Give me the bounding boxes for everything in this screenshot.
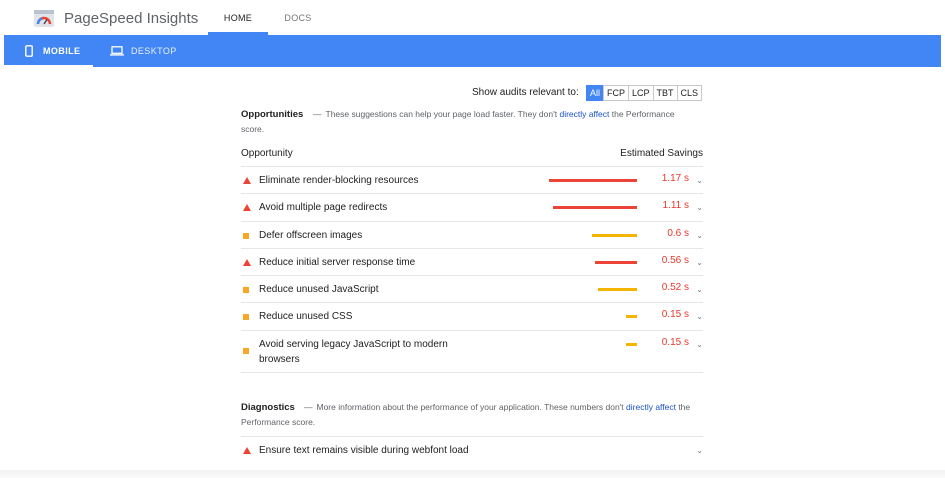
savings-value: 1.11 s (662, 200, 690, 211)
opportunities-end-divider (241, 372, 703, 373)
chevron-down-icon[interactable]: ⌄ (696, 258, 703, 267)
savings-bar (553, 206, 637, 209)
warning-triangle-icon (243, 259, 251, 266)
chevron-down-icon[interactable]: ⌄ (696, 203, 703, 212)
savings-bar (626, 343, 637, 346)
average-square-icon (243, 348, 249, 354)
phone-icon (25, 45, 33, 57)
diagnostic-row[interactable]: Ensure text remains visible during webfo… (241, 436, 703, 462)
filter-chip-lcp[interactable]: LCP (628, 85, 654, 101)
opportunity-row[interactable]: Reduce initial server response time 0.56 … (241, 248, 703, 275)
diagnostics-description: — More information about the performance … (241, 402, 691, 427)
opportunity-title: Reduce unused CSS (259, 311, 353, 322)
savings-bar (592, 234, 637, 237)
diagnostics-directly-affect-link[interactable]: directly affect (626, 402, 676, 412)
savings-value: 1.17 s (661, 173, 689, 184)
diagnostic-title: Ensure text remains visible during webfo… (259, 445, 469, 456)
filter-chip-fcp[interactable]: FCP (603, 85, 630, 101)
chevron-down-icon[interactable]: ⌄ (696, 231, 703, 240)
tab-mobile[interactable]: MOBILE (4, 35, 93, 67)
filter-chip-all[interactable]: All (586, 85, 605, 101)
opportunity-title: Reduce initial server response time (259, 257, 416, 268)
opportunities-description: — These suggestions can help your page lo… (241, 109, 675, 134)
device-tab-bar: MOBILE DESKTOP (4, 35, 941, 67)
chevron-down-icon[interactable]: ⌄ (696, 312, 703, 321)
opportunity-row[interactable]: Defer offscreen images 0.6 s ⌄ (241, 221, 703, 248)
opportunity-column-label: Opportunity (241, 148, 293, 159)
nav-home-active-indicator (208, 32, 268, 35)
savings-bar (549, 179, 637, 182)
warning-triangle-icon (243, 177, 251, 184)
diagnostics-desc-tail: the Performance score. (241, 402, 691, 427)
savings-value: 0.15 s (661, 309, 689, 320)
savings-value: 0.56 s (661, 255, 689, 266)
tab-mobile-active-indicator (4, 65, 93, 67)
warning-triangle-icon (243, 204, 251, 211)
average-square-icon (243, 314, 249, 320)
chevron-down-icon[interactable]: ⌄ (696, 176, 703, 185)
savings-value: 0.52 s (661, 282, 689, 293)
chevron-down-icon[interactable]: ⌄ (696, 340, 703, 349)
chevron-down-icon[interactable]: ⌄ (696, 446, 703, 455)
laptop-icon (110, 46, 124, 56)
diagnostics-title: Diagnostics (241, 402, 295, 413)
warning-triangle-icon (243, 447, 251, 454)
opportunity-row[interactable]: Reduce unused CSS 0.15 s ⌄ (241, 302, 703, 330)
opportunities-directly-affect-link[interactable]: directly affect (559, 109, 610, 119)
nav-docs[interactable]: DOCS (284, 13, 312, 23)
opportunities-desc-text: These suggestions can help your page loa… (325, 109, 560, 119)
audit-filter-label: Show audits relevant to: (472, 87, 579, 98)
audit-filter-chips: All FCP LCP TBT CLS (586, 85, 703, 101)
opportunity-row[interactable]: Avoid multiple page redirects 1.11 s ⌄ (241, 193, 703, 221)
savings-bar (626, 315, 637, 318)
opportunities-column-header: Opportunity Estimated Savings (241, 148, 703, 159)
opportunity-row[interactable]: Reduce unused JavaScript 0.52 s ⌄ (241, 275, 703, 302)
opportunities-desc-tail: the Performance score. (241, 109, 675, 134)
nav-home[interactable]: HOME (223, 13, 253, 23)
average-square-icon (243, 233, 249, 239)
tab-desktop-label: DESKTOP (131, 46, 177, 56)
tab-desktop[interactable]: DESKTOP (104, 35, 214, 67)
estimated-savings-column-label: Estimated Savings (620, 148, 703, 159)
pagespeed-logo-icon (34, 10, 54, 27)
chevron-down-icon[interactable]: ⌄ (696, 285, 703, 294)
savings-bar (595, 261, 637, 264)
filter-chip-cls[interactable]: CLS (676, 85, 703, 101)
filter-chip-tbt[interactable]: TBT (652, 85, 678, 101)
opportunity-title: Avoid serving legacy JavaScript to moder… (259, 339, 448, 365)
brand-title: PageSpeed Insights (64, 10, 199, 27)
savings-value: 0.6 s (667, 228, 689, 239)
opportunities-title: Opportunities (241, 109, 304, 120)
opportunity-title: Defer offscreen images (259, 230, 363, 241)
page-bottom-edge (0, 470, 945, 478)
opportunity-row[interactable]: Avoid serving legacy JavaScript to moder… (241, 330, 703, 372)
top-header: PageSpeed Insights HOME DOCS (0, 0, 945, 35)
opportunity-title: Eliminate render-blocking resources (259, 175, 419, 186)
savings-bar (598, 288, 637, 291)
opportunity-row[interactable]: Eliminate render-blocking resources 1.17 … (241, 166, 703, 193)
savings-value: 0.15 s (661, 337, 689, 348)
opportunity-title: Reduce unused JavaScript (259, 284, 379, 295)
opportunity-title: Avoid multiple page redirects (259, 202, 388, 213)
average-square-icon (243, 287, 249, 293)
diagnostics-desc-text: More information about the performance o… (316, 402, 627, 412)
tab-mobile-label: MOBILE (43, 46, 81, 56)
